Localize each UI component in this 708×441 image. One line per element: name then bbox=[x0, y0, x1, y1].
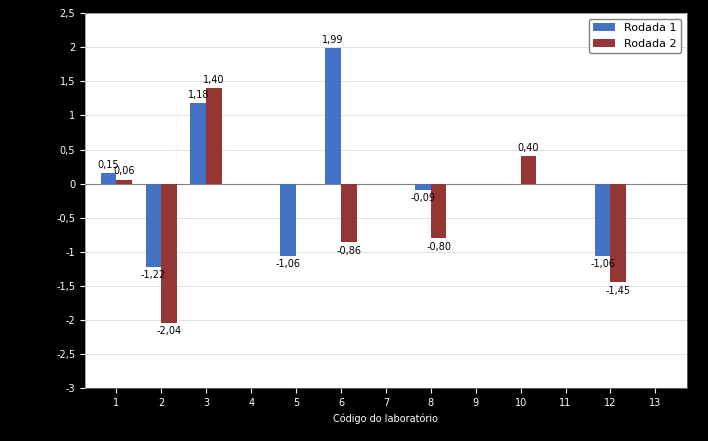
Text: -0,86: -0,86 bbox=[336, 246, 361, 256]
Bar bbox=[595, 183, 610, 256]
Bar bbox=[280, 183, 296, 256]
Bar bbox=[430, 183, 447, 238]
Text: 1,99: 1,99 bbox=[322, 34, 344, 45]
Text: 0,15: 0,15 bbox=[98, 160, 120, 170]
Bar bbox=[206, 88, 222, 183]
Text: -2,04: -2,04 bbox=[156, 326, 182, 336]
Bar bbox=[101, 173, 116, 183]
X-axis label: Código do laboratório: Código do laboratório bbox=[333, 413, 438, 424]
Text: 0,06: 0,06 bbox=[113, 166, 135, 176]
Text: -0,80: -0,80 bbox=[426, 242, 451, 251]
Bar bbox=[415, 183, 430, 190]
Bar bbox=[520, 157, 537, 183]
Bar bbox=[146, 183, 161, 267]
Text: -1,06: -1,06 bbox=[275, 259, 301, 269]
Text: -1,22: -1,22 bbox=[141, 270, 166, 280]
Bar bbox=[190, 103, 206, 183]
Bar bbox=[116, 179, 132, 183]
Text: -1,45: -1,45 bbox=[606, 286, 631, 296]
Text: -0,09: -0,09 bbox=[411, 193, 435, 203]
Bar bbox=[341, 183, 357, 242]
Text: 1,18: 1,18 bbox=[188, 90, 209, 100]
Bar bbox=[610, 183, 626, 282]
Legend: Rodada 1, Rodada 2: Rodada 1, Rodada 2 bbox=[588, 19, 681, 53]
Text: 0,40: 0,40 bbox=[518, 143, 539, 153]
Bar bbox=[161, 183, 177, 323]
Bar bbox=[325, 48, 341, 183]
Text: -1,06: -1,06 bbox=[590, 259, 615, 269]
Text: 1,40: 1,40 bbox=[203, 75, 225, 85]
